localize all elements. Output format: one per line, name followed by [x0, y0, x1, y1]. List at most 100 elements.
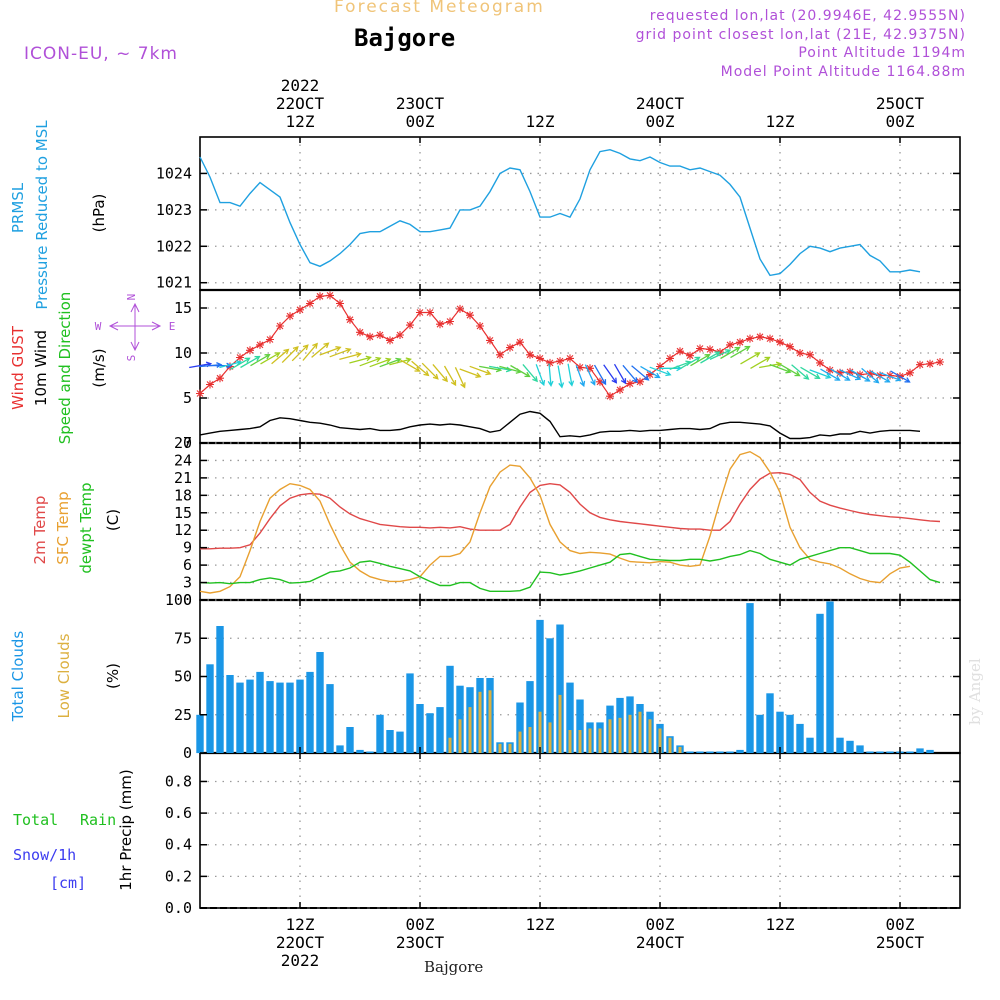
gust-marker — [356, 328, 364, 337]
total-cloud-bar — [366, 751, 374, 753]
wind-direction-arrow — [759, 361, 783, 369]
t2m-line — [200, 471, 941, 550]
rain-label-2: Rain — [80, 811, 116, 829]
total-cloud-bar — [516, 702, 524, 753]
gust-marker — [346, 315, 354, 324]
y-tick-label: 75 — [174, 629, 192, 647]
gust-marker — [856, 370, 864, 379]
requested-coords: requested lon,lat (20.9946E, 42.9555N) — [649, 8, 966, 24]
compass-south: S — [125, 355, 138, 362]
y-tick-label: 3 — [183, 574, 192, 592]
gust-marker — [516, 338, 524, 347]
top-time-label: 00Z — [406, 112, 435, 131]
low-cloud-bar — [608, 719, 612, 753]
y-tick-label: 0.6 — [165, 804, 192, 822]
total-cloud-bar — [706, 751, 714, 753]
gust-marker — [876, 371, 884, 380]
wind-direction-arrow — [271, 348, 290, 365]
gust-marker — [726, 340, 734, 349]
wind-direction-arrow — [839, 369, 862, 381]
wind-direction-arrow — [809, 369, 832, 379]
total-cloud-bar — [696, 751, 704, 753]
wind-direction-arrow — [720, 346, 741, 360]
top-time-label: 12Z — [286, 112, 315, 131]
low-cloud-bar — [498, 743, 502, 753]
total-cloud-bar — [776, 711, 784, 753]
low-clouds-label: Low Clouds — [55, 633, 73, 718]
wind-direction-arrow — [349, 355, 372, 364]
wind-direction-arrow — [400, 359, 421, 372]
chart-marks — [189, 148, 960, 909]
total-cloud-bar — [346, 727, 354, 753]
y-tick-label: 6 — [183, 556, 192, 574]
wind-direction-arrow — [593, 364, 607, 386]
y-tick-label: 50 — [174, 668, 192, 686]
low-cloud-bar — [578, 730, 582, 753]
chart-title: Forecast Meteogram — [334, 0, 545, 17]
compass-arrows-icon — [108, 302, 162, 352]
gust-marker — [266, 335, 274, 344]
y-tick-label: 21 — [174, 469, 192, 487]
low-cloud-bar — [588, 728, 592, 753]
total-cloud-bar — [806, 737, 814, 753]
y-tick-label: 0.0 — [165, 899, 192, 917]
wind-direction-arrow — [389, 357, 412, 366]
gust-marker — [616, 385, 624, 394]
gust-marker — [546, 358, 554, 367]
panel-labels: PRMSL Pressure Reduced to MSL (hPa) Wind GU… — [9, 120, 175, 892]
total-cloud-bar — [876, 751, 884, 753]
low-cloud-bar — [458, 719, 462, 753]
gust-marker — [456, 304, 464, 313]
wind-direction-arrow — [339, 351, 362, 361]
gust-marker — [846, 367, 854, 376]
wind-direction-arrow — [369, 357, 392, 368]
gust-marker — [786, 342, 794, 351]
total-cloud-bar — [306, 671, 314, 753]
total-cloud-bar — [266, 681, 274, 753]
bottom-time-label: 2022 — [281, 951, 320, 970]
y-tick-label: 1021 — [156, 274, 192, 292]
wind-direction-arrow — [700, 351, 721, 364]
gust-marker — [936, 358, 944, 366]
wind-direction-arrow — [547, 363, 554, 387]
gust-marker — [376, 331, 384, 339]
rain-label-1: Total — [13, 811, 58, 829]
y-tick-label: 27 — [174, 434, 192, 452]
wind-direction-arrow — [649, 366, 672, 377]
total-cloud-bar — [906, 751, 914, 753]
point-altitude: Point Altitude 1194m — [798, 45, 966, 61]
top-time-label: 12Z — [766, 112, 795, 131]
wind-direction-arrow — [291, 344, 309, 362]
low-cloud-bar — [508, 743, 512, 753]
wind-direction-arrow — [730, 345, 751, 359]
total-cloud-bar — [816, 613, 824, 753]
y-tick-label: 1023 — [156, 201, 192, 219]
wind-direction-arrow — [780, 364, 801, 377]
low-cloud-bar — [548, 722, 552, 753]
gust-marker — [836, 368, 844, 377]
gust-marker — [316, 292, 324, 301]
wind-direction-arrow — [359, 356, 382, 367]
gust-marker — [526, 350, 534, 359]
bottom-time-label: 25OCT — [876, 933, 925, 952]
total-cloud-bar — [686, 751, 694, 753]
total-cloud-bar — [406, 673, 414, 753]
y-tick-label: 5 — [183, 389, 192, 407]
gust-marker — [576, 363, 584, 372]
total-cloud-bar — [326, 684, 334, 753]
total-cloud-bar — [276, 682, 284, 753]
wind-direction-arrow — [302, 342, 318, 361]
wind-direction-arrow — [379, 357, 402, 368]
gust-marker — [386, 336, 394, 345]
compass-west: W — [95, 320, 102, 333]
gust-marker — [496, 350, 504, 359]
y-tick-label: 10 — [174, 344, 192, 362]
wind-direction-arrow — [740, 352, 761, 365]
total-cloud-bar — [826, 601, 834, 753]
total-cloud-bar — [206, 664, 214, 753]
pressure-label-long: Pressure Reduced to MSL — [33, 120, 51, 310]
total-cloud-bar — [236, 682, 244, 753]
wind-direction-arrow — [584, 364, 596, 386]
total-cloud-bar — [916, 748, 924, 753]
location-title: Bajgore — [354, 24, 456, 52]
